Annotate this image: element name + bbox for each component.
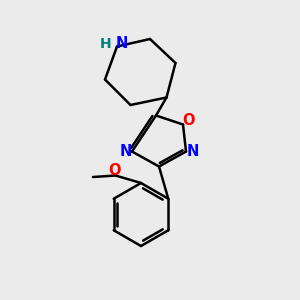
Text: O: O (182, 113, 195, 128)
Text: N: N (119, 144, 132, 159)
Text: H: H (100, 37, 112, 50)
Text: N: N (186, 144, 199, 159)
Text: N: N (116, 36, 128, 51)
Text: O: O (109, 163, 121, 178)
